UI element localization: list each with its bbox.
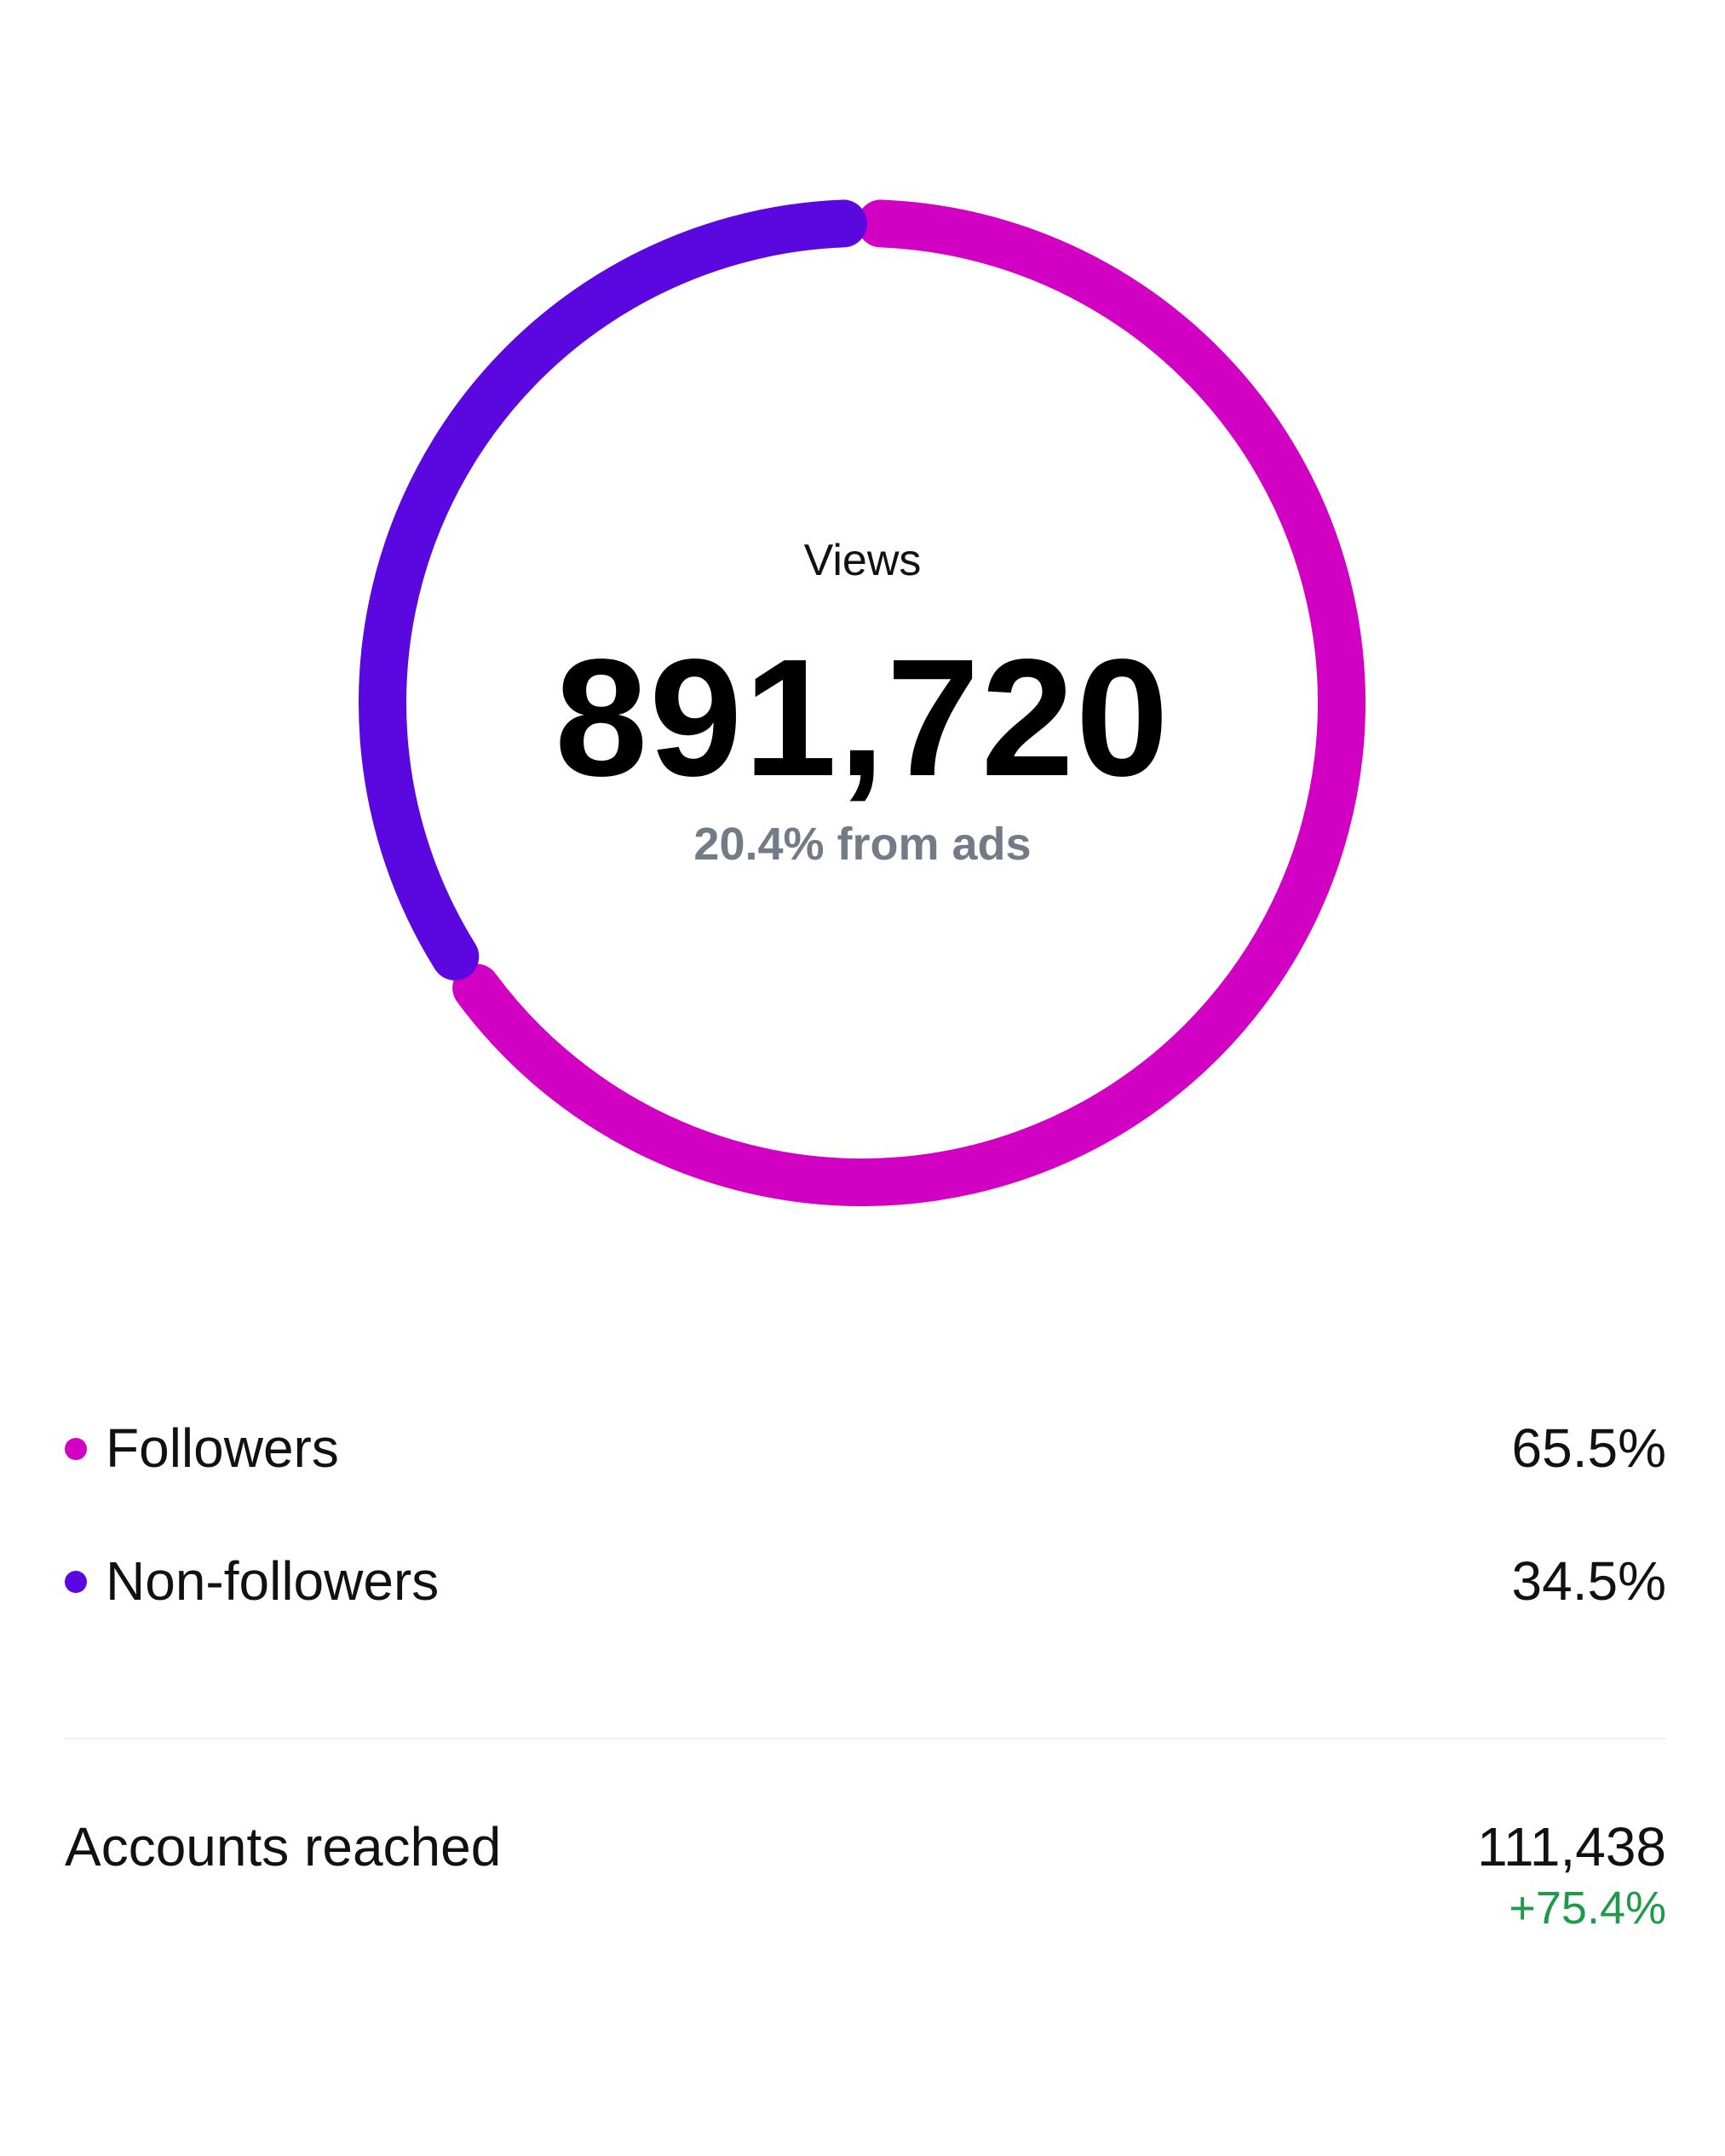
views-ads-note: 20.4% from ads	[693, 819, 1032, 870]
legend-label-non-followers: Non-followers	[106, 1550, 440, 1612]
followers-dot-icon	[65, 1438, 87, 1460]
views-label: Views	[803, 536, 922, 585]
section-divider	[65, 1738, 1666, 1739]
legend-row-followers: Followers 65.5%	[65, 1414, 1666, 1482]
donut-segment-non-followers	[359, 199, 867, 980]
non-followers-dot-icon	[65, 1571, 87, 1593]
donut-segment-followers	[452, 199, 1366, 1206]
accounts-reached-row[interactable]: Accounts reached 111,438 +75.4%	[65, 1813, 1666, 1949]
accounts-reached-change: +75.4%	[1509, 1883, 1666, 1934]
views-total: 891,720	[555, 624, 1170, 811]
legend-value-non-followers: 34.5%	[1511, 1550, 1666, 1612]
legend-value-followers: 65.5%	[1511, 1417, 1666, 1479]
legend-label-followers: Followers	[106, 1417, 339, 1479]
accounts-reached-label: Accounts reached	[65, 1816, 502, 1877]
views-donut-chart	[359, 199, 1366, 1206]
legend-row-non-followers: Non-followers 34.5%	[65, 1547, 1666, 1615]
accounts-reached-value: 111,438	[1477, 1816, 1666, 1877]
